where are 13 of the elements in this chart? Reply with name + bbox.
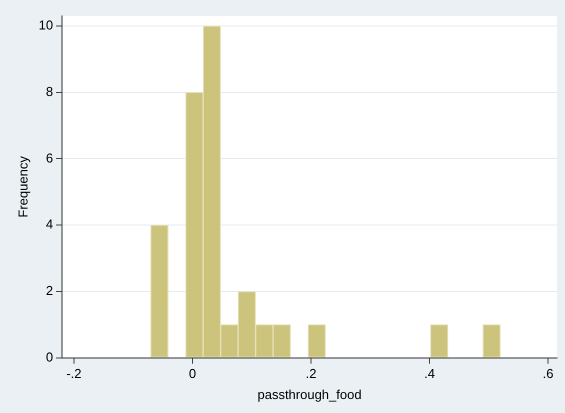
y-axis-title: Frequency [15, 156, 30, 218]
y-tick-label: 4 [46, 216, 54, 232]
x-axis-title: passthrough_food [257, 386, 362, 402]
y-tick-label: 2 [46, 283, 54, 298]
x-tick-label: 0 [188, 366, 196, 382]
y-tick-label: 10 [38, 18, 54, 33]
y-tick-label: 6 [46, 150, 54, 166]
x-tick-label: .2 [306, 366, 316, 382]
x-tick-label: .6 [542, 366, 554, 382]
y-tick-label: 0 [46, 349, 54, 364]
x-tick-label: .4 [424, 366, 435, 382]
y-tick-label: 8 [46, 84, 54, 99]
x-tick-label: -.2 [66, 366, 82, 382]
